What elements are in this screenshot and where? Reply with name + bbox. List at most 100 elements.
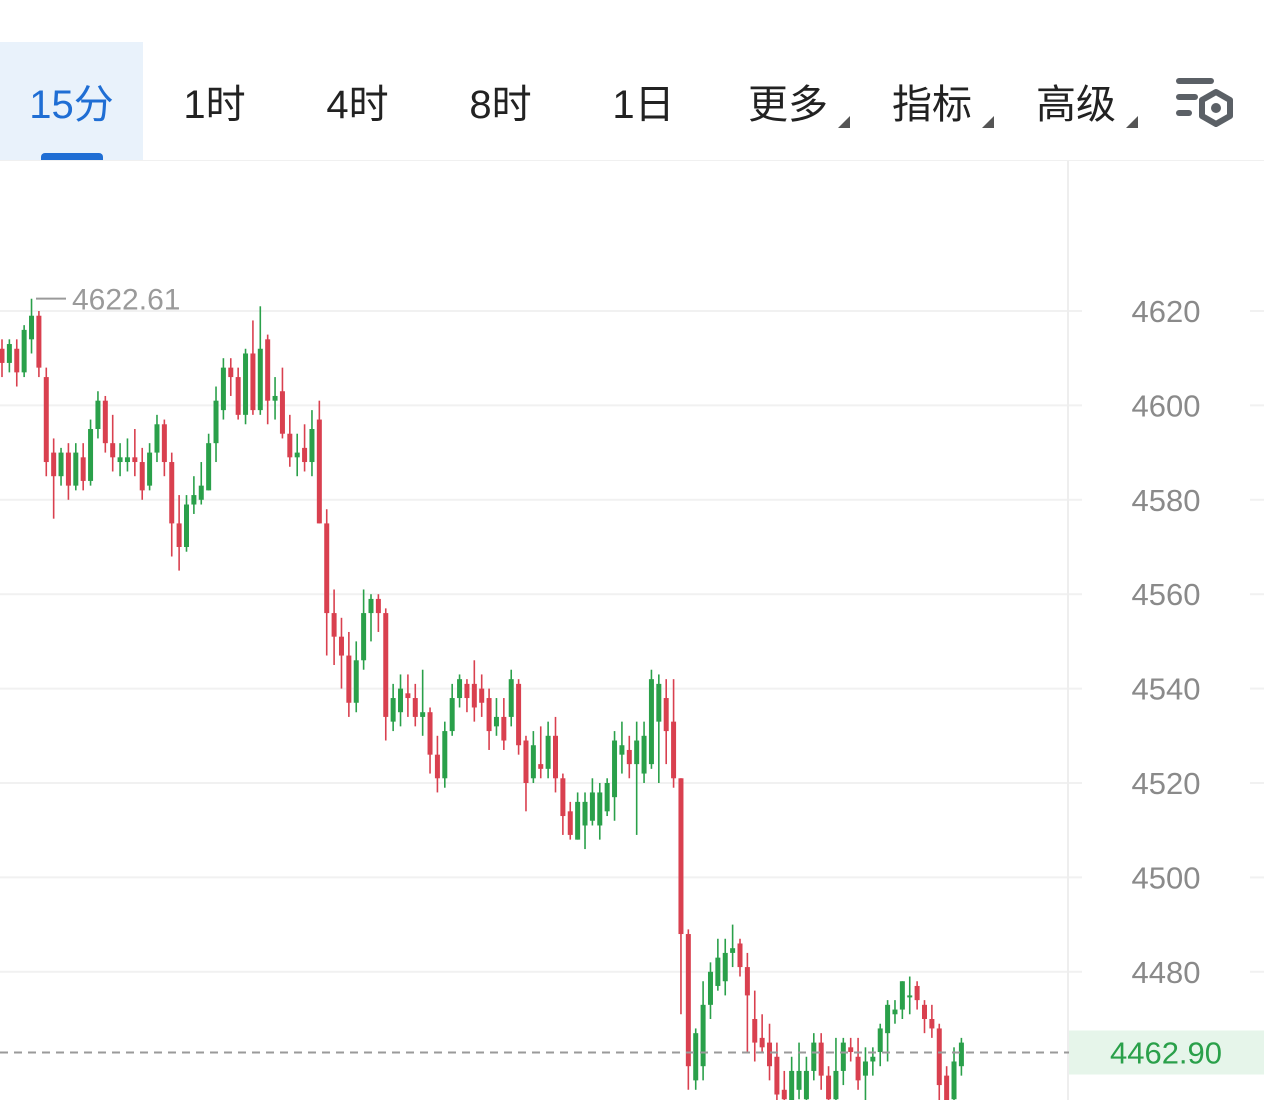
grid-lines: [0, 310, 1264, 973]
candle: [929, 1004, 935, 1038]
candle-body: [449, 698, 455, 732]
candle: [885, 1000, 891, 1062]
candle: [922, 1000, 927, 1034]
candle: [693, 1028, 699, 1090]
candle-body: [501, 716, 507, 741]
candle: [862, 1047, 868, 1100]
candle-body: [43, 377, 49, 463]
candle-body: [892, 1009, 898, 1015]
candle: [840, 1037, 846, 1086]
candle: [722, 938, 728, 996]
candle: [324, 509, 330, 656]
tab-more[interactable]: 更多: [740, 42, 850, 160]
candle: [368, 594, 374, 642]
candle: [220, 358, 226, 420]
candle-body: [715, 957, 721, 986]
candle: [671, 679, 677, 788]
candle: [575, 792, 581, 840]
price-axis: 4620 4600 4580 4560 4540 4520 4500 4480: [1132, 294, 1201, 990]
candle: [21, 325, 27, 378]
tab-bar-divider: [0, 160, 1264, 161]
tab-label: 指标: [892, 83, 972, 127]
tab-8h[interactable]: 8时: [429, 42, 572, 160]
tab-15min[interactable]: 15分: [0, 42, 143, 160]
candle-body: [663, 698, 669, 732]
candlestick-chart[interactable]: 4620 4600 4580 4560 4540 4520 4500 4480 4622.61…: [0, 161, 1264, 1100]
y-tick-label: 4480: [1132, 955, 1201, 990]
active-tab-indicator: [40, 153, 103, 160]
y-tick-label: 4580: [1132, 483, 1201, 518]
candle-body: [737, 943, 743, 968]
candle-body: [14, 348, 20, 373]
candle-body: [124, 457, 130, 463]
candle: [818, 1033, 824, 1090]
candle: [457, 674, 463, 708]
candle: [944, 1066, 950, 1100]
candle-body: [287, 433, 293, 458]
candle: [169, 452, 175, 557]
candle: [309, 410, 315, 477]
candle-body: [36, 315, 42, 368]
candle: [43, 367, 49, 477]
candle: [250, 320, 256, 415]
candle: [302, 424, 308, 472]
candle-body: [51, 452, 57, 477]
candle-body: [176, 523, 182, 547]
candle: [228, 358, 234, 396]
candle: [36, 311, 42, 378]
candle-body: [243, 353, 249, 415]
candle-body: [582, 801, 588, 826]
candle-body: [685, 934, 691, 1067]
candle-body: [693, 1033, 699, 1081]
candle-body: [427, 712, 433, 755]
candle: [604, 778, 610, 817]
candle-body: [951, 1061, 957, 1100]
tab-1h[interactable]: 1时: [143, 42, 286, 160]
candle-body: [796, 1070, 802, 1090]
candle-body: [457, 679, 463, 699]
candle-body: [789, 1070, 795, 1100]
tab-4h[interactable]: 4时: [286, 42, 429, 160]
candle-body: [21, 329, 27, 373]
candle: [124, 438, 130, 472]
tab-indicators[interactable]: 指标: [884, 42, 994, 160]
candle-body: [744, 967, 750, 996]
candle-body: [848, 1047, 854, 1053]
candle-body: [818, 1042, 824, 1076]
candle-body: [885, 1004, 891, 1034]
chart-settings-button[interactable]: [1172, 72, 1236, 132]
candle-body: [678, 778, 684, 935]
candle: [132, 429, 138, 477]
chart-settings-icon: [1176, 78, 1233, 127]
candle-body: [589, 792, 595, 821]
candle-body: [560, 778, 566, 817]
candle-body: [545, 735, 551, 769]
candle: [493, 698, 499, 736]
candle: [685, 929, 691, 1090]
candle: [826, 1066, 832, 1100]
candle-body: [213, 400, 219, 444]
candle-body: [575, 801, 581, 840]
candle: [582, 792, 588, 850]
candle-body: [375, 598, 381, 614]
candle: [198, 462, 204, 505]
candle-body: [759, 1037, 765, 1048]
candle: [641, 721, 647, 783]
candle: [154, 414, 160, 463]
candle-body: [154, 424, 160, 453]
tab-advanced[interactable]: 高级: [1028, 42, 1138, 160]
candle: [752, 990, 758, 1062]
candle: [294, 433, 300, 477]
candle-body: [700, 1004, 706, 1067]
y-tick-label: 4540: [1132, 672, 1201, 707]
candle: [892, 1000, 898, 1024]
tab-1d[interactable]: 1日: [572, 42, 715, 160]
candle-body: [840, 1042, 846, 1071]
candle: [434, 735, 440, 793]
candle: [272, 377, 278, 420]
max-price-label: 4622.61: [72, 284, 180, 317]
tab-label: 高级: [1036, 83, 1116, 127]
candle-body: [671, 721, 677, 779]
candle-body: [471, 683, 477, 708]
candle-body: [626, 749, 632, 765]
